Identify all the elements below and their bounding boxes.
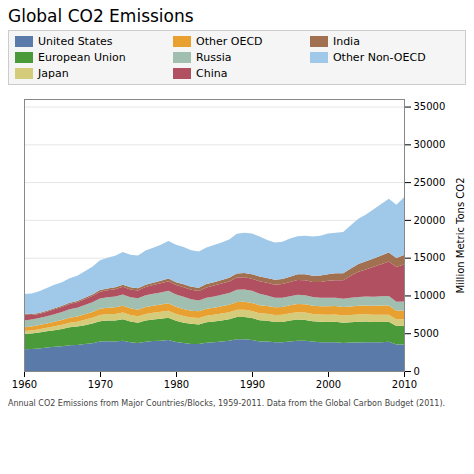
html-text:Other OECD: Other OECD bbox=[196, 35, 263, 48]
svg-text:5000: 5000 bbox=[414, 328, 439, 339]
svg-text:1960: 1960 bbox=[12, 379, 37, 390]
svg-text:10000: 10000 bbox=[414, 290, 446, 301]
svg-text:Million Metric Tons CO2: Million Metric Tons CO2 bbox=[455, 177, 466, 293]
html-text:Global CO2 Emissions: Global CO2 Emissions bbox=[8, 6, 194, 26]
html-text:Russia: Russia bbox=[196, 51, 232, 64]
svg-text:20000: 20000 bbox=[414, 215, 446, 226]
html-text:European Union: European Union bbox=[38, 51, 126, 64]
html-text:United States: United States bbox=[38, 35, 113, 48]
svg-text:30000: 30000 bbox=[414, 139, 446, 150]
html-text:India: India bbox=[332, 35, 360, 48]
svg-text:35000: 35000 bbox=[414, 101, 446, 112]
html-text:Other Non-OECD: Other Non-OECD bbox=[332, 51, 426, 64]
svg-text:1990: 1990 bbox=[240, 379, 265, 390]
svg-text:25000: 25000 bbox=[414, 177, 446, 188]
html-text:Annual CO2 Emissions from Majo: Annual CO2 Emissions from Major Countrie… bbox=[8, 399, 446, 408]
svg-text:1980: 1980 bbox=[164, 379, 189, 390]
svg-text:0: 0 bbox=[414, 366, 420, 377]
svg-text:2010: 2010 bbox=[392, 379, 417, 390]
svg-text:1970: 1970 bbox=[88, 379, 113, 390]
html-text:China: China bbox=[196, 67, 228, 80]
svg-text:2000: 2000 bbox=[316, 379, 341, 390]
html-text:Japan: Japan bbox=[38, 67, 69, 80]
svg-text:15000: 15000 bbox=[414, 252, 446, 263]
